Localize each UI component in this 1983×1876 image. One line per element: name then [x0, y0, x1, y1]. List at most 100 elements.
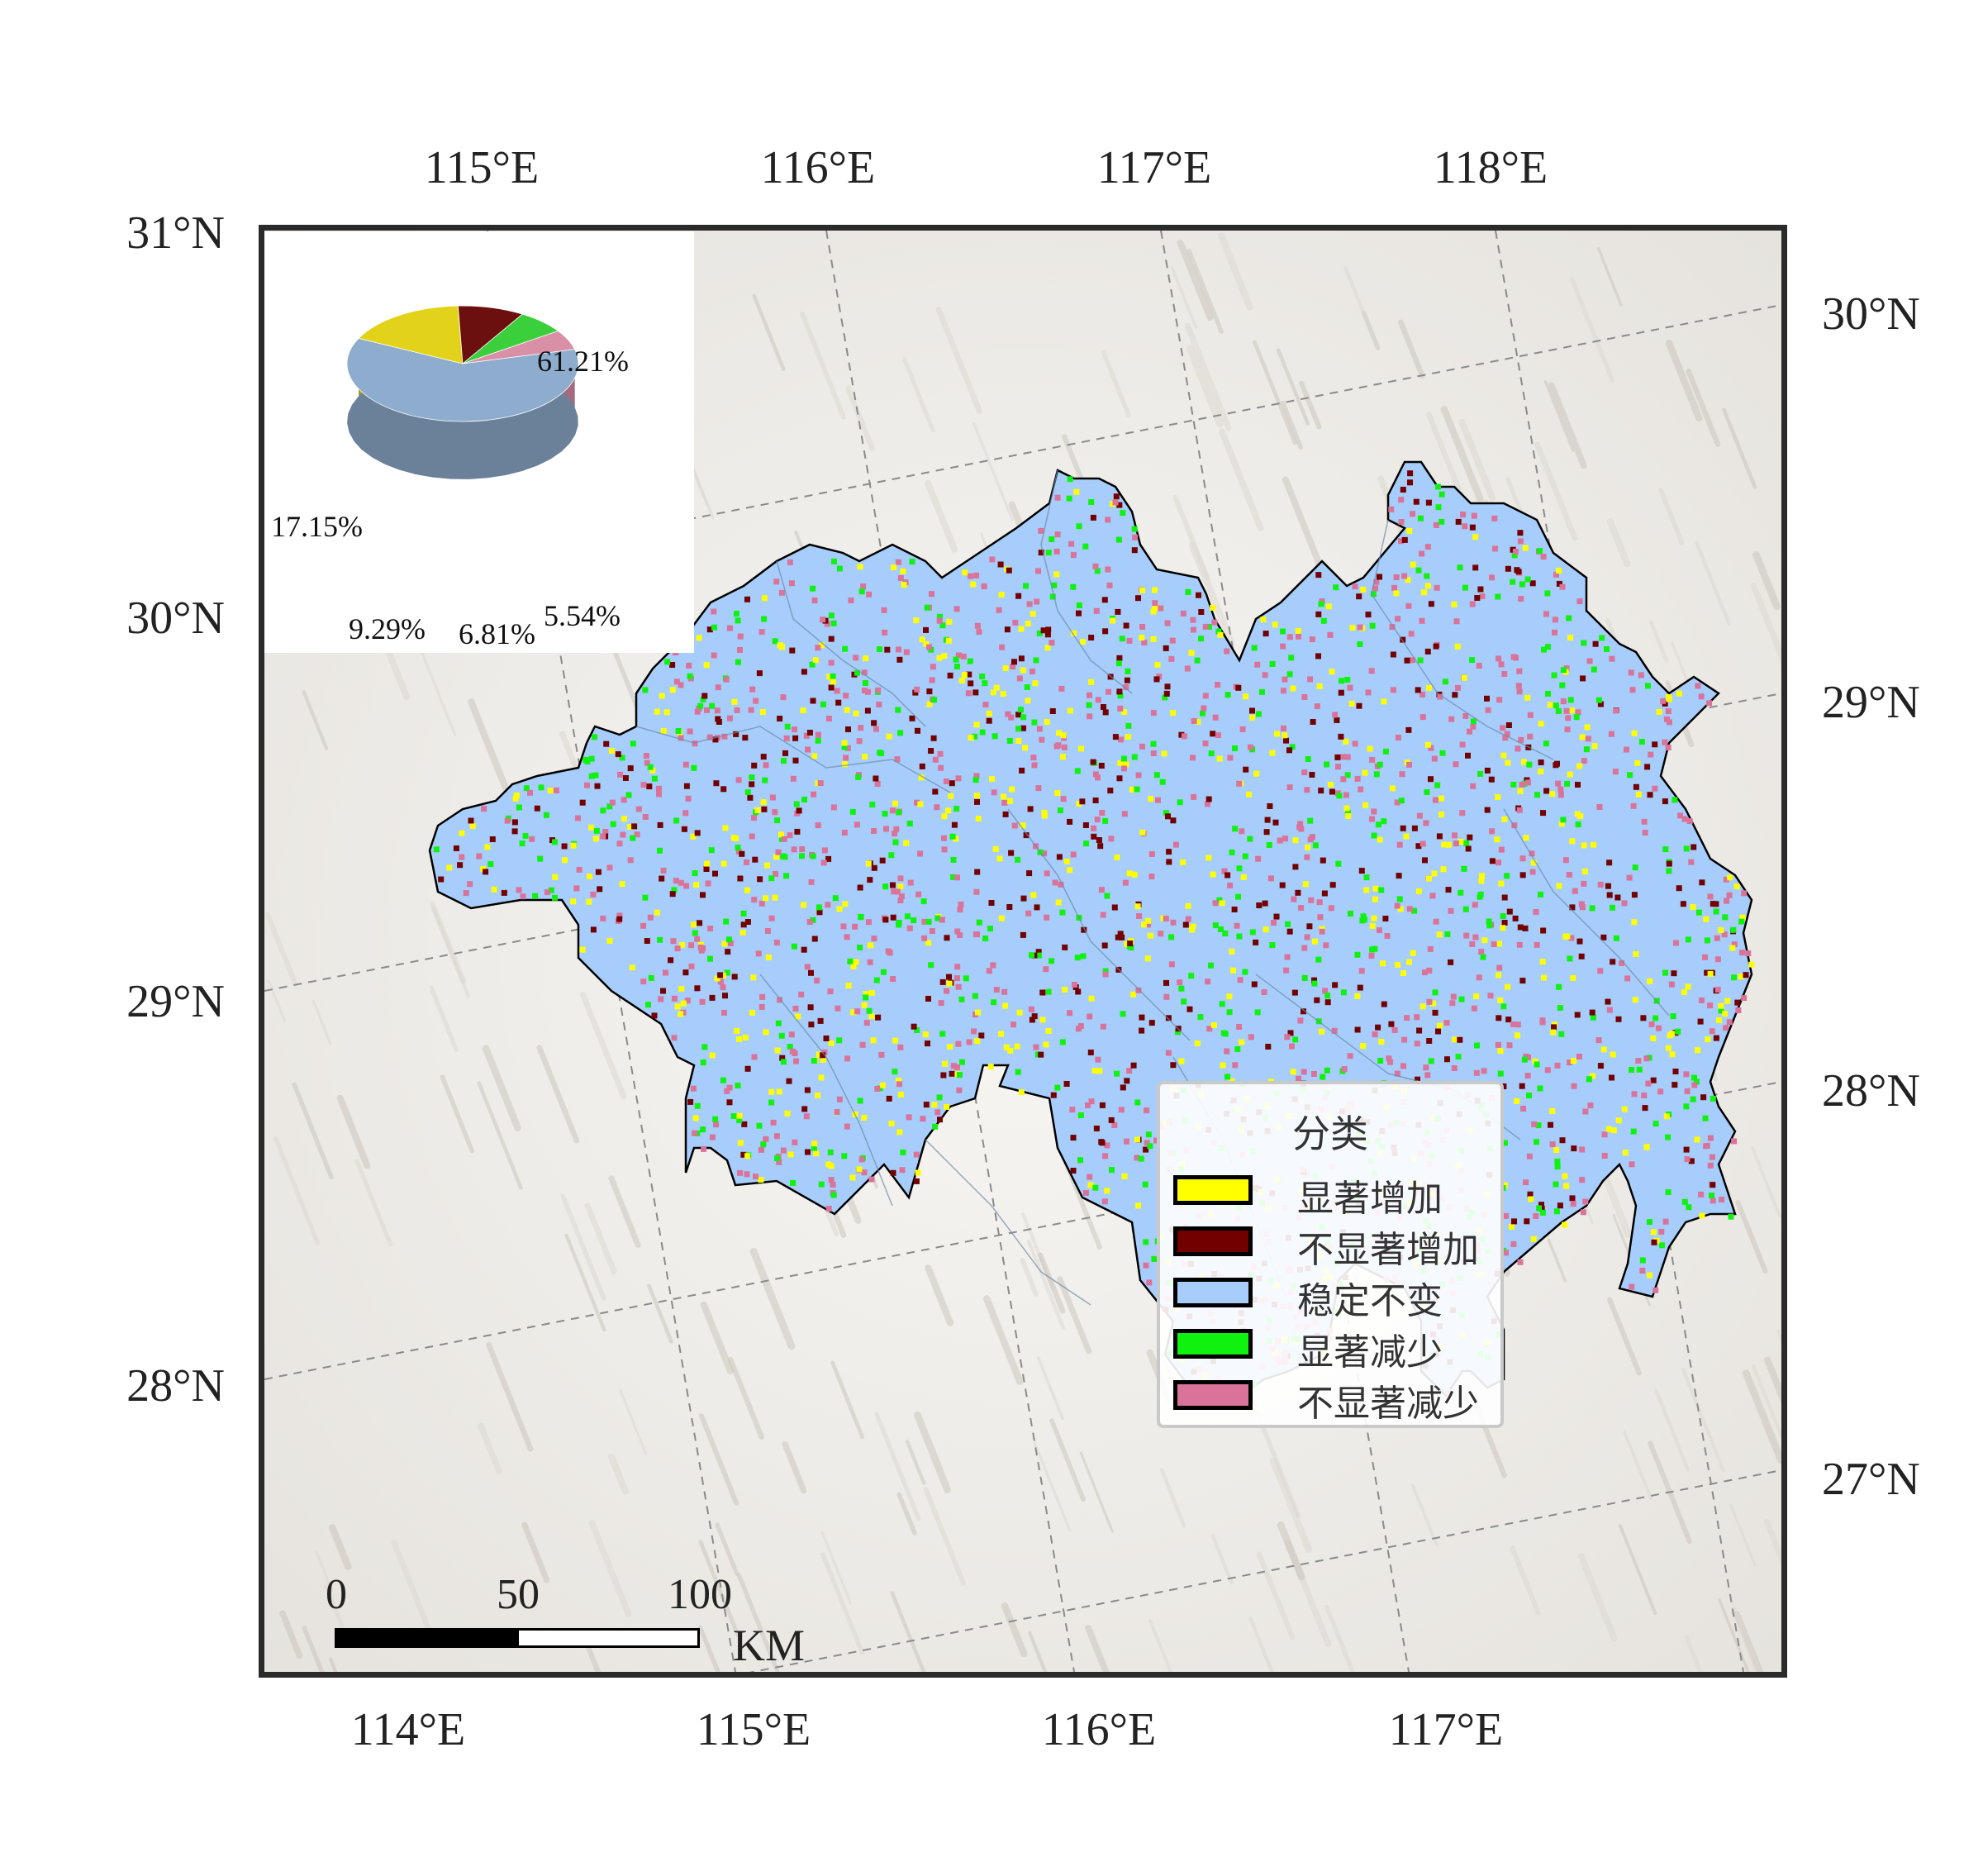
- change-pixel: [1319, 1028, 1324, 1035]
- change-pixel: [1690, 904, 1696, 911]
- change-pixel: [857, 884, 863, 891]
- change-pixel: [1185, 902, 1191, 909]
- change-pixel: [1504, 873, 1510, 879]
- change-pixel: [1439, 795, 1444, 802]
- change-pixel: [861, 1114, 868, 1121]
- change-pixel: [1088, 679, 1095, 685]
- change-pixel: [446, 864, 453, 871]
- change-pixel: [1226, 993, 1233, 1000]
- change-pixel: [1020, 931, 1026, 938]
- change-pixel: [1663, 1113, 1670, 1120]
- change-pixel: [972, 733, 978, 740]
- change-pixel: [1578, 901, 1585, 907]
- change-pixel: [1015, 856, 1021, 863]
- change-pixel: [1469, 940, 1476, 947]
- change-pixel: [1134, 1136, 1140, 1143]
- change-pixel: [1511, 1218, 1517, 1225]
- change-pixel: [1657, 1088, 1664, 1095]
- terrain-stroke: [820, 1552, 865, 1655]
- change-pixel: [678, 682, 684, 688]
- change-pixel: [1106, 688, 1111, 695]
- change-pixel: [840, 923, 847, 930]
- change-pixel: [1394, 902, 1400, 909]
- change-pixel: [860, 583, 867, 590]
- change-pixel: [801, 902, 806, 908]
- change-pixel: [1738, 918, 1745, 925]
- change-pixel: [1731, 974, 1738, 981]
- change-pixel: [1076, 610, 1082, 617]
- change-pixel: [993, 684, 1000, 691]
- change-pixel: [941, 813, 948, 820]
- terrain-stroke: [608, 1175, 641, 1248]
- change-pixel: [816, 1051, 822, 1058]
- change-pixel: [1600, 1046, 1607, 1053]
- change-pixel: [844, 707, 850, 713]
- change-pixel: [777, 997, 783, 1003]
- change-pixel: [1401, 1036, 1408, 1043]
- change-pixel: [909, 715, 915, 721]
- change-pixel: [944, 988, 950, 994]
- change-pixel: [793, 1058, 799, 1064]
- change-pixel: [1432, 989, 1439, 996]
- change-pixel: [878, 750, 885, 756]
- change-pixel: [787, 559, 793, 565]
- terrain-stroke: [905, 1440, 926, 1485]
- change-pixel: [878, 1051, 885, 1058]
- change-pixel: [673, 679, 680, 685]
- change-pixel: [1694, 1136, 1700, 1143]
- change-pixel: [711, 652, 717, 659]
- change-pixel: [1431, 870, 1438, 877]
- change-pixel: [787, 1044, 793, 1050]
- change-pixel: [1714, 986, 1721, 993]
- change-pixel: [1341, 1066, 1348, 1073]
- change-pixel: [1410, 561, 1416, 568]
- change-pixel: [1474, 1042, 1480, 1049]
- change-pixel: [1666, 860, 1672, 867]
- change-pixel: [1579, 904, 1586, 911]
- pie-slice-nonsig-decrease: [462, 331, 576, 364]
- change-pixel: [1056, 854, 1063, 860]
- terrain-stroke: [486, 1341, 534, 1452]
- change-pixel: [548, 887, 554, 893]
- change-pixel: [903, 649, 910, 655]
- change-pixel: [825, 902, 831, 908]
- change-pixel: [810, 585, 816, 592]
- change-pixel: [957, 932, 963, 939]
- terrain-stroke: [1026, 1239, 1066, 1330]
- terrain-stroke: [1277, 1521, 1305, 1581]
- change-pixel: [925, 1040, 930, 1047]
- change-pixel: [1210, 604, 1216, 611]
- change-pixel: [1410, 657, 1415, 664]
- change-pixel: [1389, 624, 1396, 631]
- change-pixel: [993, 987, 1000, 993]
- terrain-stroke: [564, 1233, 606, 1331]
- change-pixel: [1407, 470, 1414, 477]
- change-pixel: [1274, 731, 1280, 737]
- change-pixel: [1462, 584, 1468, 591]
- change-pixel: [1539, 1017, 1546, 1024]
- change-pixel: [958, 678, 965, 683]
- change-pixel: [890, 882, 896, 888]
- change-pixel: [768, 1099, 775, 1106]
- change-pixel: [1070, 851, 1077, 858]
- change-pixel: [786, 1078, 792, 1084]
- change-pixel: [1454, 643, 1461, 650]
- change-pixel: [1304, 934, 1310, 940]
- change-pixel: [1538, 759, 1544, 765]
- change-pixel: [763, 762, 769, 769]
- change-pixel: [1504, 731, 1510, 737]
- change-pixel: [1212, 714, 1219, 721]
- change-pixel: [697, 920, 703, 926]
- change-pixel: [1538, 891, 1543, 898]
- change-pixel: [657, 821, 663, 828]
- change-pixel: [923, 626, 929, 633]
- change-pixel: [552, 874, 559, 880]
- change-pixel: [818, 1181, 825, 1188]
- change-pixel: [962, 569, 968, 576]
- change-pixel: [1059, 909, 1066, 916]
- change-pixel: [1612, 769, 1619, 775]
- change-pixel: [1395, 735, 1401, 740]
- change-pixel: [1545, 690, 1551, 697]
- terrain-stroke: [799, 311, 846, 420]
- change-pixel: [955, 652, 962, 659]
